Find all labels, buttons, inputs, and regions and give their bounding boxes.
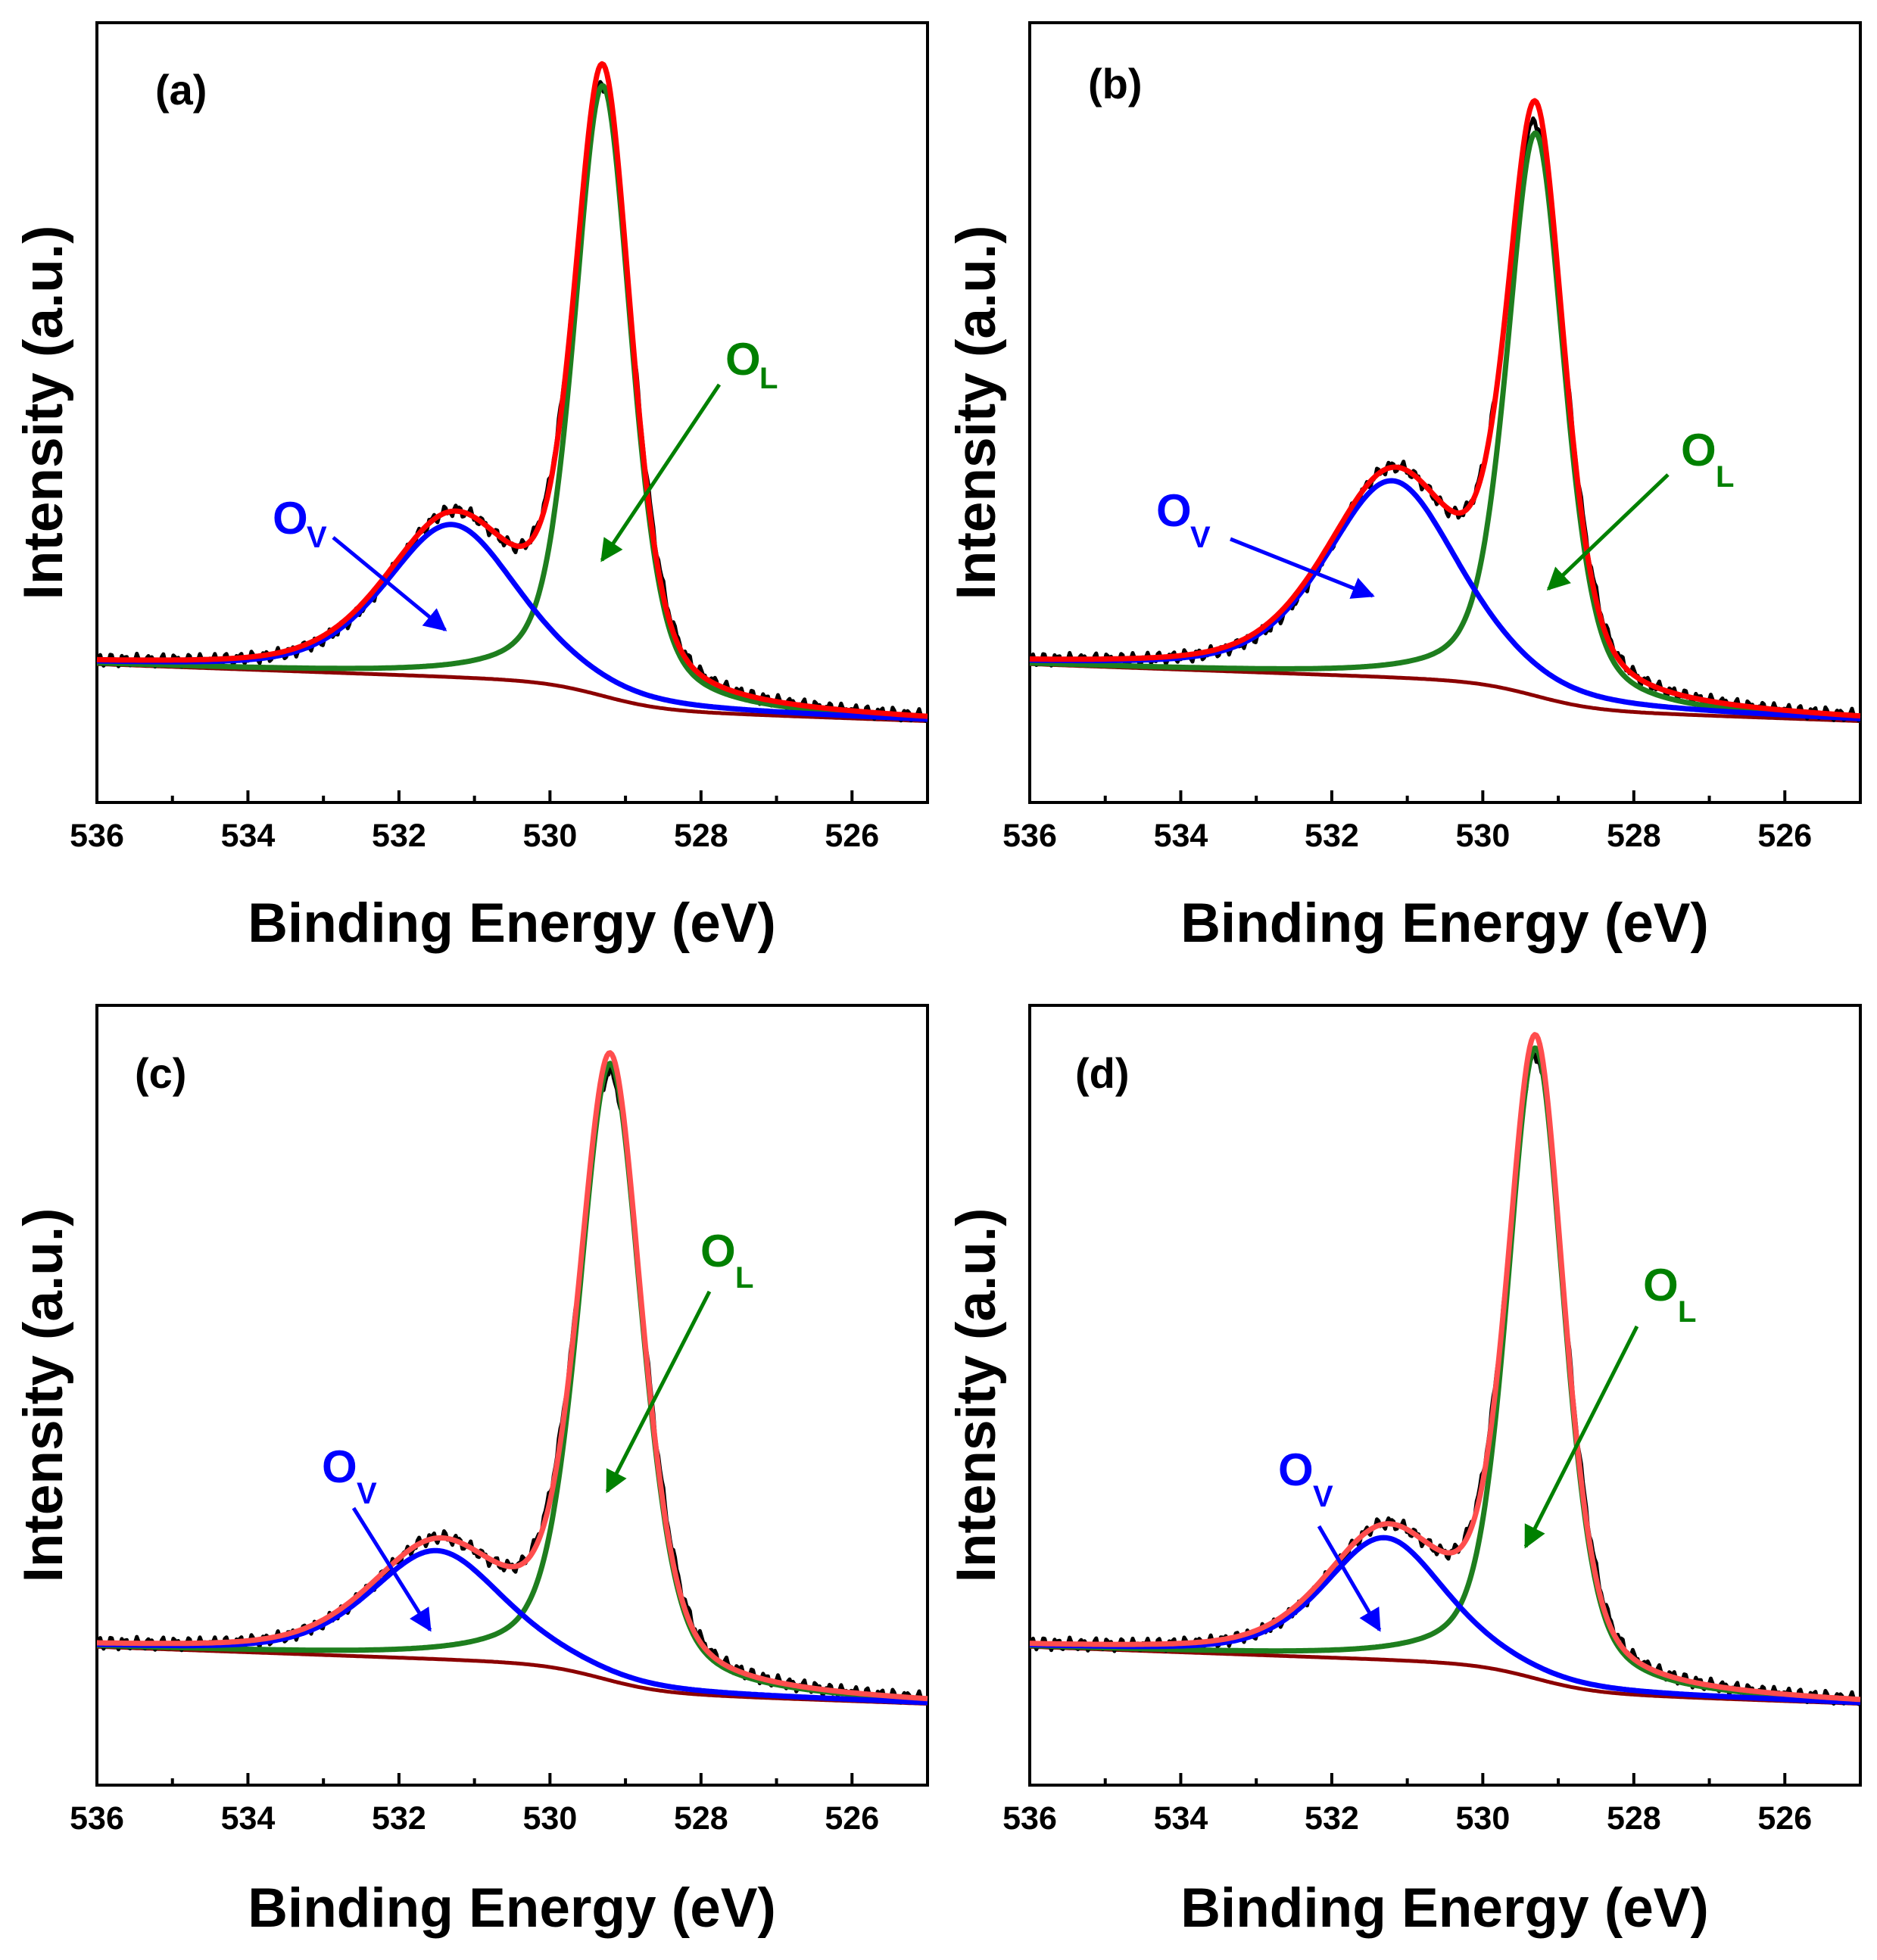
panel-label: (c) xyxy=(135,1049,186,1097)
ov-peak-curve xyxy=(95,522,929,722)
x-tick-label: 528 xyxy=(674,818,728,854)
x-axis: 536 534 532 530 528 526 xyxy=(1002,790,1862,854)
series-layer xyxy=(1028,1032,1862,1706)
ol-annotation: O L xyxy=(605,1226,753,1494)
fit-envelope-curve xyxy=(1028,1032,1862,1703)
x-tick-label: 534 xyxy=(1154,818,1208,854)
panel-label: (d) xyxy=(1075,1049,1130,1097)
plot-frame xyxy=(1028,1004,1862,1787)
x-tick-label: 536 xyxy=(1002,818,1057,854)
ov-annotation: O V xyxy=(273,493,447,631)
plot-frame xyxy=(1028,21,1862,804)
x-tick-label: 530 xyxy=(1455,818,1510,854)
fit-envelope-curve xyxy=(95,61,929,719)
raw-data-curve xyxy=(96,79,929,723)
ol-subscript: L xyxy=(735,1261,753,1295)
ov-subscript: V xyxy=(1190,521,1211,554)
ol-annotation: O L xyxy=(1546,425,1734,591)
y-axis-title: Intensity (a.u.) xyxy=(13,226,74,600)
x-axis-title: Binding Energy (eV) xyxy=(248,893,776,954)
ol-arrow xyxy=(605,1290,712,1494)
raw-data-curve xyxy=(1029,1050,1862,1706)
ol-label: O xyxy=(1643,1260,1679,1310)
x-axis: 536 534 532 530 528 526 xyxy=(70,790,929,854)
ol-annotation: O L xyxy=(600,334,778,562)
x-axis: 536 534 532 530 528 526 xyxy=(1002,1773,1862,1837)
ol-label: O xyxy=(725,334,761,385)
x-tick-label: 530 xyxy=(522,818,577,854)
panel-d: 536 534 532 530 528 526 (d) Binding Energy (e… xyxy=(946,1004,1862,1939)
x-tick-label: 534 xyxy=(221,1800,276,1837)
ov-subscript: V xyxy=(357,1477,377,1510)
y-axis-title: Intensity (a.u.) xyxy=(13,1208,74,1583)
panel-label: (a) xyxy=(155,66,207,114)
ov-label: O xyxy=(1278,1444,1314,1495)
ol-peak-curve xyxy=(1028,130,1862,721)
ov-peak-curve xyxy=(95,1547,929,1706)
panel-b: 536 534 532 530 528 526 (b) Binding Energy (e… xyxy=(946,21,1862,954)
ov-subscript: V xyxy=(1313,1480,1333,1513)
ov-annotation: O V xyxy=(1156,485,1375,599)
ol-peak-curve xyxy=(95,83,929,721)
ov-label: O xyxy=(273,493,308,544)
ol-peak-curve xyxy=(1028,1045,1862,1703)
panel-label: (b) xyxy=(1088,60,1143,108)
y-axis-title: Intensity (a.u.) xyxy=(946,226,1007,600)
ov-peak-curve xyxy=(1028,1535,1862,1706)
x-axis: 536 534 532 530 528 526 xyxy=(70,1773,929,1837)
x-tick-label: 532 xyxy=(1305,818,1359,854)
x-tick-label: 532 xyxy=(1305,1800,1359,1837)
x-tick-label: 534 xyxy=(1154,1800,1208,1837)
x-tick-label: 528 xyxy=(674,1800,728,1837)
ov-arrow xyxy=(1230,537,1375,599)
x-tick-label: 530 xyxy=(522,1800,577,1837)
ov-arrow xyxy=(332,536,447,631)
x-tick-label: 536 xyxy=(70,1800,124,1837)
x-tick-label: 530 xyxy=(1455,1800,1510,1837)
ol-annotation: O L xyxy=(1523,1260,1696,1549)
plot-frame xyxy=(95,21,929,804)
plot-frame xyxy=(95,1004,929,1787)
x-tick-label: 526 xyxy=(825,818,879,854)
ov-subscript: V xyxy=(307,521,327,554)
ol-arrow xyxy=(1523,1325,1639,1549)
ol-arrow xyxy=(600,383,722,562)
ov-arrow xyxy=(351,1507,432,1632)
ol-arrow xyxy=(1546,473,1670,591)
fit-envelope-curve xyxy=(1028,98,1862,719)
x-tick-label: 536 xyxy=(1002,1800,1057,1837)
ol-subscript: L xyxy=(759,362,778,395)
x-axis-title: Binding Energy (eV) xyxy=(1180,893,1709,954)
x-tick-label: 532 xyxy=(372,1800,426,1837)
x-tick-label: 528 xyxy=(1607,1800,1661,1837)
x-tick-label: 528 xyxy=(1607,818,1661,854)
ov-arrow xyxy=(1317,1525,1382,1632)
fit-envelope-curve xyxy=(95,1050,929,1702)
x-tick-label: 526 xyxy=(825,1800,879,1837)
ov-annotation: O V xyxy=(322,1441,432,1632)
raw-data-curve xyxy=(1029,116,1862,723)
x-tick-label: 532 xyxy=(372,818,426,854)
x-axis-title: Binding Energy (eV) xyxy=(1180,1877,1709,1939)
ol-label: O xyxy=(700,1226,736,1276)
panel-c: 536 534 532 530 528 526 (c) Binding Energy (e… xyxy=(13,1004,929,1939)
ov-annotation: O V xyxy=(1278,1444,1382,1632)
series-layer xyxy=(95,61,929,723)
ov-peak-curve xyxy=(1028,478,1862,721)
panel-a: 536 534 532 530 528 526 (a) Binding Energy (e… xyxy=(13,21,929,954)
series-layer xyxy=(1028,98,1862,723)
x-tick-label: 526 xyxy=(1757,1800,1812,1837)
x-tick-label: 536 xyxy=(70,818,124,854)
x-axis-title: Binding Energy (eV) xyxy=(248,1877,776,1939)
ol-subscript: L xyxy=(1678,1295,1696,1329)
ol-label: O xyxy=(1681,425,1716,475)
series-layer xyxy=(95,1050,929,1706)
ov-label: O xyxy=(322,1441,357,1492)
ol-subscript: L xyxy=(1716,460,1734,494)
ov-label: O xyxy=(1156,485,1192,536)
x-tick-label: 526 xyxy=(1757,818,1812,854)
x-tick-label: 534 xyxy=(221,818,276,854)
y-axis-title: Intensity (a.u.) xyxy=(946,1208,1007,1583)
